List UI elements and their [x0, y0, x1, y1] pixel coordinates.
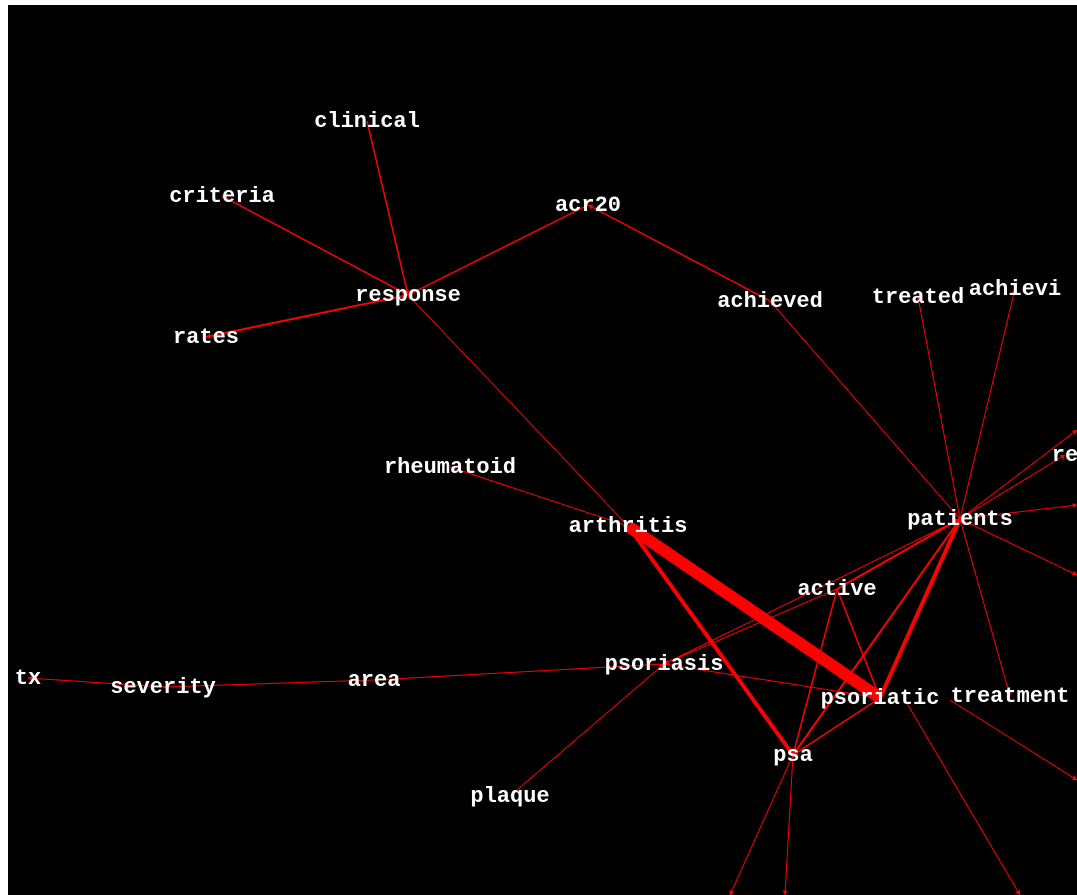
- node-label: clinical: [314, 109, 420, 134]
- edge: [663, 518, 961, 665]
- labels: clinical criteria acr20 response rates achiev…: [15, 109, 1077, 809]
- edge: [366, 120, 410, 296]
- node-label: response: [355, 283, 461, 308]
- edge: [782, 754, 794, 895]
- node-label: tx: [15, 666, 41, 691]
- edge: [792, 518, 961, 756]
- node-label: arthritis: [569, 514, 688, 539]
- node-label: area: [348, 668, 401, 693]
- edge: [663, 663, 881, 700]
- node-label: active: [797, 577, 876, 602]
- edge: [626, 524, 795, 757]
- edge: [878, 518, 962, 699]
- edge: [959, 503, 1077, 520]
- edge: [407, 294, 629, 527]
- edge: [916, 296, 961, 520]
- edge: [949, 699, 1077, 781]
- edge: [221, 195, 409, 296]
- edge: [836, 518, 961, 590]
- node-label: plaque: [470, 784, 549, 809]
- edge: [587, 204, 771, 302]
- edge: [663, 588, 838, 665]
- node-label: severity: [110, 675, 216, 700]
- edge: [959, 518, 1012, 697]
- canvas: [8, 5, 1077, 895]
- edge: [791, 588, 838, 756]
- node-label: achieved: [717, 289, 823, 314]
- node-label: achievi: [969, 277, 1061, 302]
- node-label: psa: [773, 743, 813, 768]
- edge: [162, 679, 375, 690]
- edge: [407, 204, 589, 296]
- node-label: psoriasis: [605, 652, 724, 677]
- edge: [959, 429, 1077, 520]
- edge: [959, 454, 1066, 520]
- node-label: rheumatoid: [384, 455, 516, 480]
- edge: [509, 663, 665, 797]
- edge: [205, 294, 409, 339]
- edge: [27, 675, 164, 688]
- edge: [959, 518, 1077, 576]
- edge: [904, 699, 1021, 895]
- edge: [792, 697, 881, 756]
- edge: [373, 663, 665, 683]
- edge: [449, 466, 629, 527]
- edge: [836, 588, 881, 699]
- edge: [729, 754, 794, 895]
- node-label: acr20: [555, 193, 621, 218]
- edge: [959, 288, 1017, 520]
- node-label: treatment: [951, 684, 1070, 709]
- edges: [27, 120, 1077, 895]
- node-label: rates: [173, 325, 239, 350]
- edge: [769, 300, 961, 520]
- node-label: criteria: [169, 184, 275, 209]
- node-label: patients: [907, 507, 1013, 532]
- node-label: re: [1052, 443, 1077, 468]
- node-label: treated: [872, 285, 964, 310]
- node-label: psoriatic: [821, 686, 940, 711]
- edge: [624, 521, 884, 703]
